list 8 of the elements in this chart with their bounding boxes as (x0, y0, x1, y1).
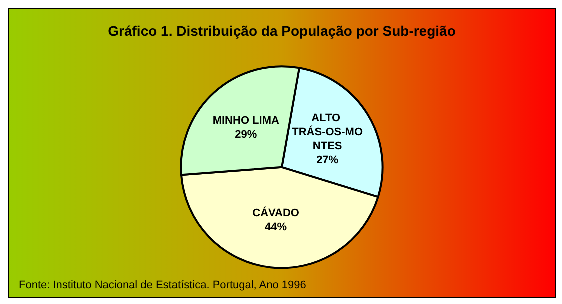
data-label: 44% (265, 221, 288, 234)
slice-label: ALTO TRÁS-OS-MONTES (292, 112, 364, 153)
slice-label: MINHO LIMA (212, 114, 280, 127)
data-label: 29% (235, 128, 258, 141)
chart-title: Gráfico 1. Distribuição da População por Sub-região (108, 23, 456, 39)
source-note: Fonte: Instituto Nacional de Estatística. Portugal, Ano 1996 (19, 280, 306, 292)
data-label: 27% (316, 154, 339, 167)
slice-label: CÁVADO (252, 206, 300, 220)
